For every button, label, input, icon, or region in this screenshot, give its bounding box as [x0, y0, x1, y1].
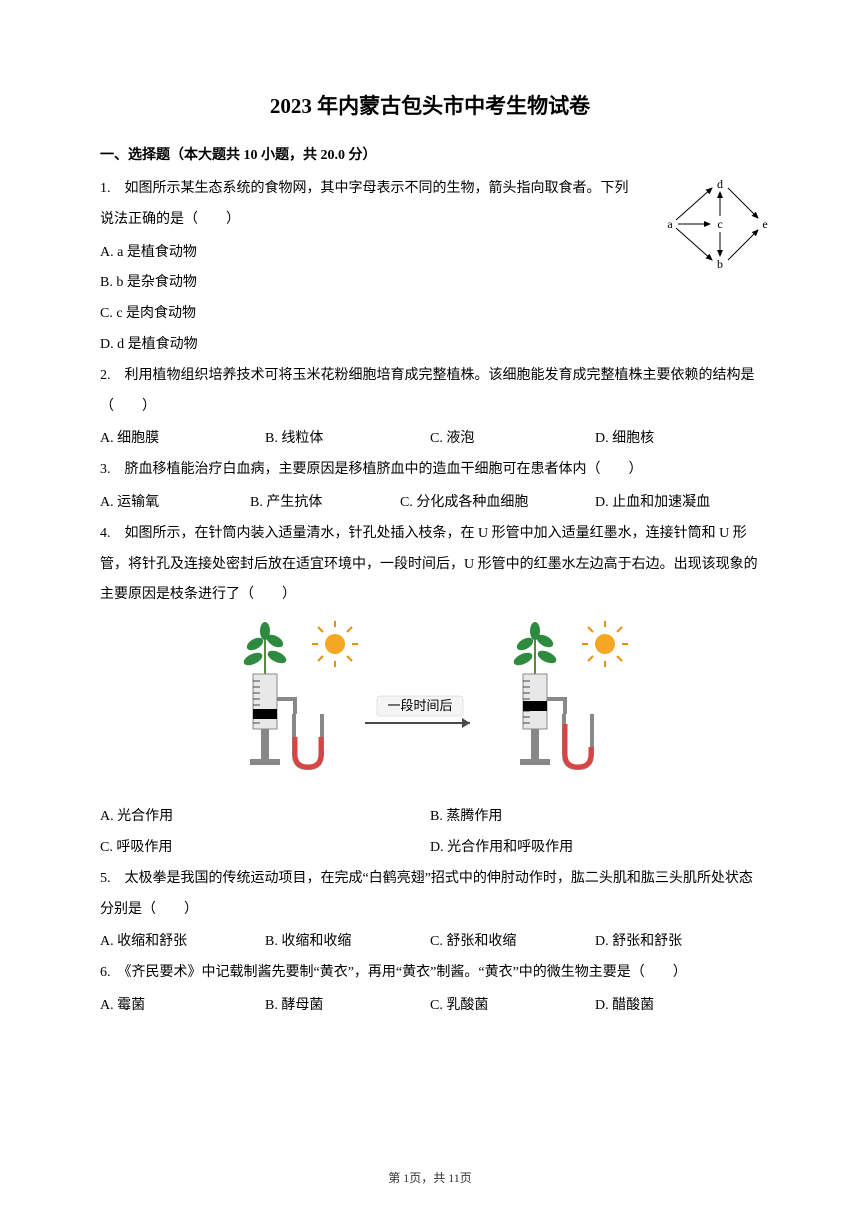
q5-opt-d: D. 舒张和舒张: [595, 927, 760, 958]
q6-opt-d: D. 醋酸菌: [595, 991, 760, 1022]
svg-text:c: c: [717, 217, 722, 231]
page-title: 2023 年内蒙古包头市中考生物试卷: [100, 90, 760, 120]
q2-options: A. 细胞膜 B. 线粒体 C. 液泡 D. 细胞核: [100, 424, 760, 455]
q6-opt-c: C. 乳酸菌: [430, 991, 595, 1022]
q2-opt-b: B. 线粒体: [265, 424, 430, 455]
q5-opt-b: B. 收缩和收缩: [265, 927, 430, 958]
q5-text: 5. 太极拳是我国的传统运动项目，在完成“白鹤亮翅”招式中的伸肘动作时，肱二头肌…: [100, 864, 760, 926]
svg-text:b: b: [717, 257, 723, 271]
page-footer: 第 1页，共 11页: [0, 1169, 860, 1186]
q1-opt-d: D. d 是植食动物: [100, 330, 760, 361]
q3-options: A. 运输氧 B. 产生抗体 C. 分化成各种血细胞 D. 止血和加速凝血: [100, 488, 760, 519]
q6-options: A. 霉菌 B. 酵母菌 C. 乳酸菌 D. 醋酸菌: [100, 991, 760, 1022]
q6-opt-a: A. 霉菌: [100, 991, 265, 1022]
q2-text: 2. 利用植物组织培养技术可将玉米花粉细胞培育成完整植株。该细胞能发育成完整植株…: [100, 361, 760, 423]
q1-food-web-figure: a d c b e: [660, 174, 770, 274]
q4-opt-c: C. 呼吸作用: [100, 833, 430, 864]
question-1: 1. 如图所示某生态系统的食物网，其中字母表示不同的生物，箭头指向取食者。下列说…: [100, 174, 760, 361]
q3-opt-c: C. 分化成各种血细胞: [400, 488, 595, 519]
q6-opt-b: B. 酵母菌: [265, 991, 430, 1022]
q4-arrow-label: 一段时间后: [387, 698, 452, 713]
q4-opt-a: A. 光合作用: [100, 802, 430, 833]
q2-opt-d: D. 细胞核: [595, 424, 760, 455]
q5-opt-c: C. 舒张和收缩: [430, 927, 595, 958]
q2-opt-c: C. 液泡: [430, 424, 595, 455]
q3-opt-a: A. 运输氧: [100, 488, 250, 519]
q3-opt-b: B. 产生抗体: [250, 488, 400, 519]
q4-experiment-figure: 一段时间后: [100, 619, 760, 794]
section-header: 一、选择题（本大题共 10 小题，共 20.0 分）: [100, 144, 760, 164]
svg-text:e: e: [762, 217, 767, 231]
q5-options: A. 收缩和舒张 B. 收缩和收缩 C. 舒张和收缩 D. 舒张和舒张: [100, 927, 760, 958]
svg-text:d: d: [717, 177, 723, 191]
q3-opt-d: D. 止血和加速凝血: [595, 488, 760, 519]
svg-text:a: a: [667, 217, 673, 231]
q4-opt-d: D. 光合作用和呼吸作用: [430, 833, 760, 864]
q4-options: A. 光合作用 B. 蒸腾作用 C. 呼吸作用 D. 光合作用和呼吸作用: [100, 802, 760, 864]
q2-opt-a: A. 细胞膜: [100, 424, 265, 455]
q1-opt-c: C. c 是肉食动物: [100, 299, 760, 330]
q6-text: 6. 《齐民要术》中记载制酱先要制“黄衣”，再用“黄衣”制酱。“黄衣”中的微生物…: [100, 958, 760, 989]
q4-opt-b: B. 蒸腾作用: [430, 802, 760, 833]
q3-text: 3. 脐血移植能治疗白血病，主要原因是移植脐血中的造血干细胞可在患者体内（ ）: [100, 455, 760, 486]
q4-text: 4. 如图所示，在针筒内装入适量清水，针孔处插入枝条，在 U 形管中加入适量红墨…: [100, 519, 760, 611]
q5-opt-a: A. 收缩和舒张: [100, 927, 265, 958]
